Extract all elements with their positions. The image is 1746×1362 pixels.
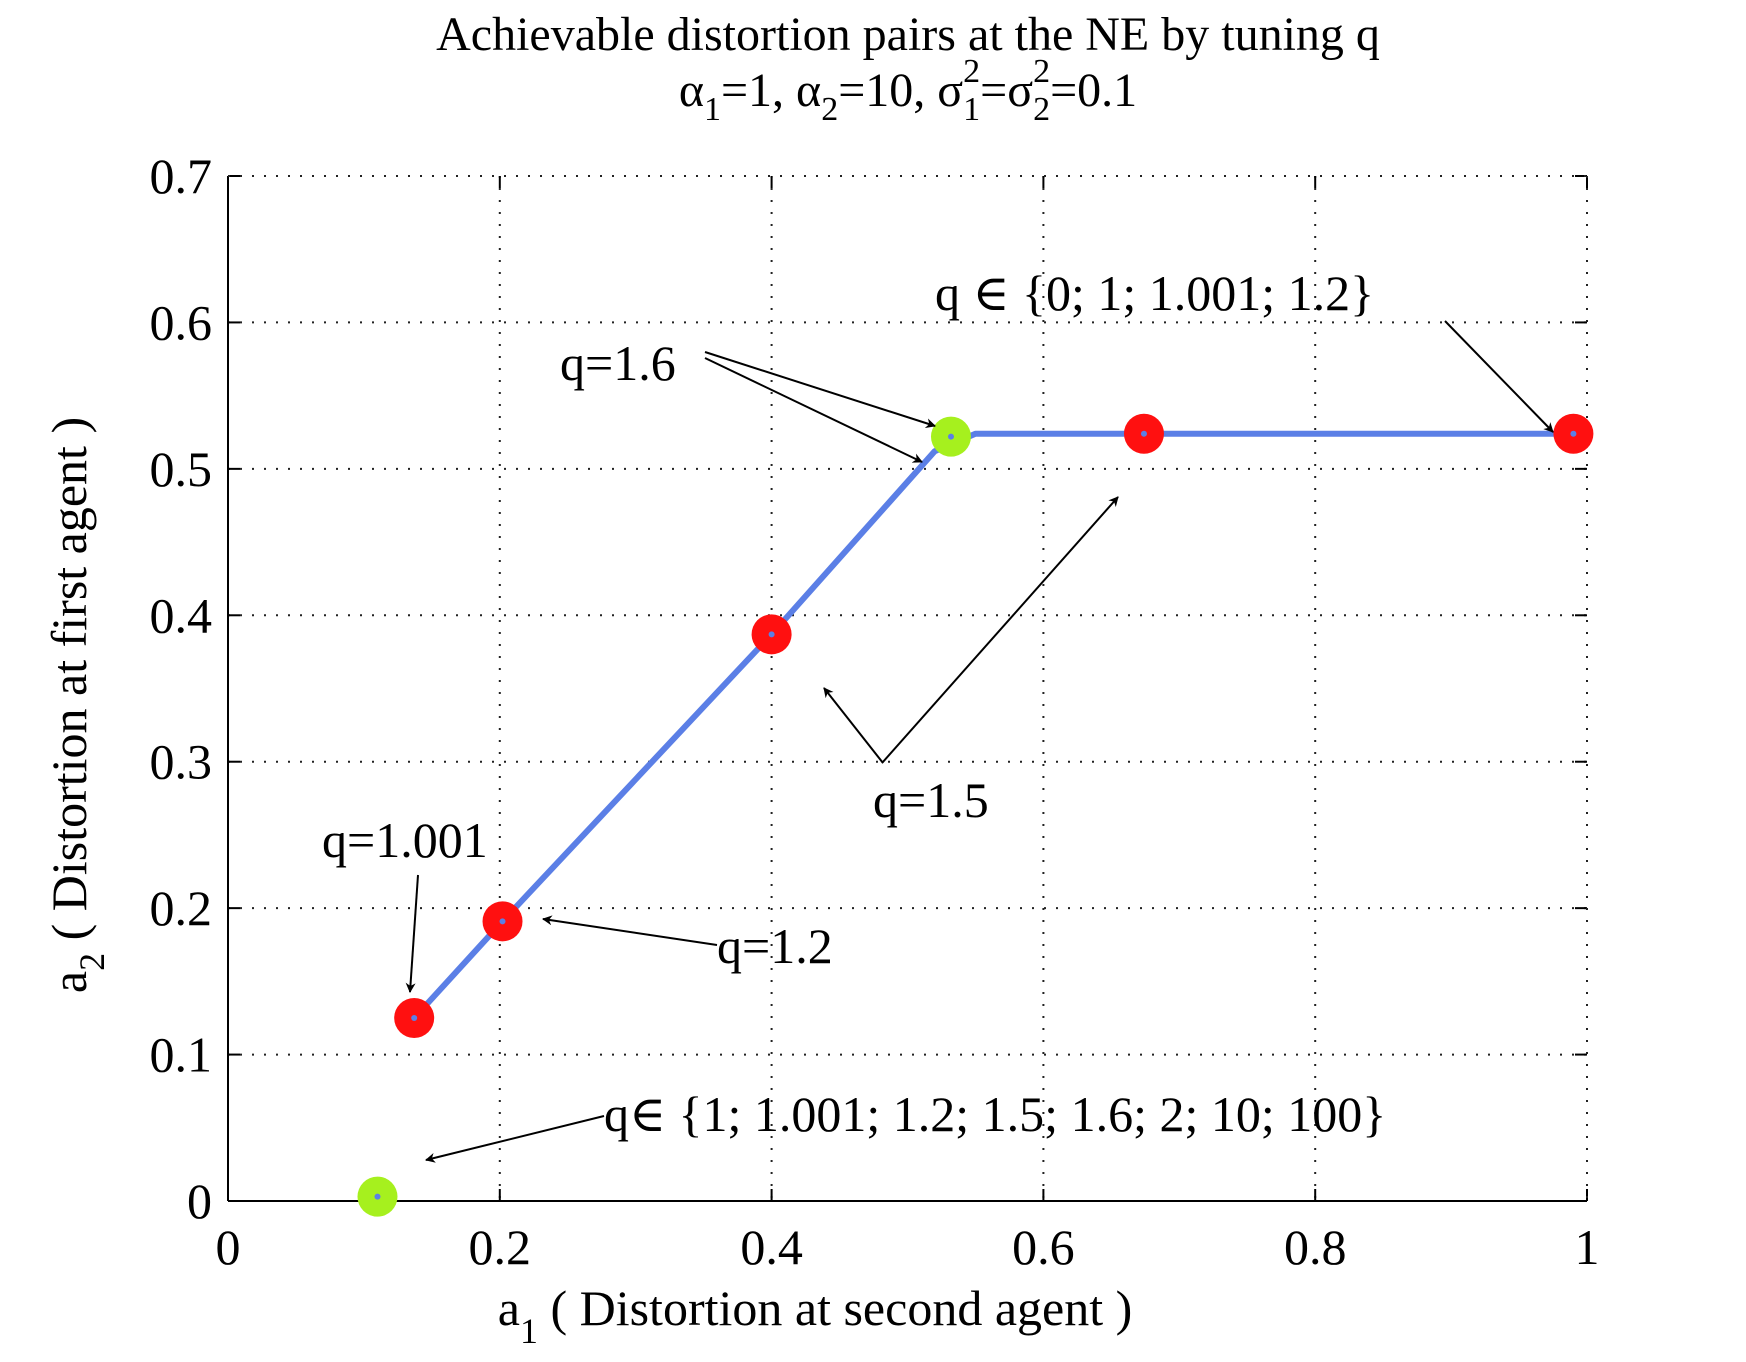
y-tick-label: 0.6 (150, 294, 213, 350)
grid (228, 176, 1587, 1201)
x-axis-text: ( Distortion at second agent ) (538, 1280, 1132, 1336)
green-point-center (947, 433, 954, 440)
sigma2-subscript: 2 (1033, 91, 1050, 128)
x-tick-label: 0 (216, 1219, 241, 1275)
y-tick-label: 0.2 (150, 880, 213, 936)
x-axis-var: a (498, 1280, 520, 1336)
arrow-q16-a (704, 351, 936, 429)
y-tick-label: 0.5 (150, 441, 213, 497)
annotation-q-set-bottom: q∈ {1; 1.001; 1.2; 1.5; 1.6; 2; 10; 100} (604, 1086, 1386, 1142)
sigma1-superscript: 2 (963, 53, 980, 90)
sigma-equals: = (980, 64, 1007, 117)
y-axis-text: ( Distortion at first agent ) (41, 417, 97, 953)
alpha1-symbol: α (679, 64, 704, 117)
y-axis-label: a2 ( Distortion at first agent ) (41, 417, 112, 993)
annotation-q15: q=1.5 (873, 772, 989, 828)
y-tick-label: 0.7 (150, 148, 213, 204)
red-point-center (499, 918, 506, 925)
arrow-q15-a (881, 496, 1119, 764)
arrow-q1001 (405, 874, 419, 993)
alpha2-symbol: α (796, 64, 821, 117)
arrow-q-set-top (1444, 320, 1554, 433)
arrow-q-set-bottom (425, 1115, 605, 1163)
annotation-arrows (405, 320, 1554, 1163)
x-axis-sub: 1 (520, 1311, 538, 1351)
arrow-q12 (542, 915, 718, 946)
axes (227, 175, 1588, 1202)
sigma-value: =0.1 (1050, 64, 1137, 117)
arrow-q16-b (704, 357, 923, 463)
x-tick-label: 0.6 (1012, 1219, 1075, 1275)
alpha1-subscript: 1 (704, 91, 721, 128)
red-point-center (1140, 430, 1147, 437)
data-markers (357, 413, 1594, 1217)
red-point-center (411, 1014, 418, 1021)
alpha2-subscript: 2 (821, 91, 838, 128)
x-tick-label: 0.4 (740, 1219, 803, 1275)
red-point-center (1570, 430, 1577, 437)
y-tick-label: 0 (187, 1173, 212, 1229)
y-tick-labels: 0 0.1 0.2 0.3 0.4 0.5 0.6 0.7 (150, 148, 213, 1229)
chart-subtitle: α1=1, α2=10, σ2 1=σ2 2=0.1 (679, 53, 1137, 128)
sigma1-symbol: σ (937, 64, 963, 117)
annotation-q16: q=1.6 (560, 335, 676, 391)
annotation-q1001: q=1.001 (322, 812, 488, 868)
annotation-q-set-top: q ∈ {0; 1; 1.001; 1.2} (935, 265, 1374, 321)
y-axis-sub: 2 (72, 953, 112, 971)
x-tick-label: 0.2 (469, 1219, 532, 1275)
x-tick-label: 0.8 (1284, 1219, 1347, 1275)
alpha1-value: =1, (721, 64, 796, 117)
green-point-center (374, 1193, 381, 1200)
y-axis-var: a (41, 971, 97, 993)
arrow-q15-b (823, 687, 884, 764)
x-axis-label: a1 ( Distortion at second agent ) (498, 1280, 1133, 1351)
alpha2-value: =10, (838, 64, 937, 117)
sigma2-symbol: σ (1007, 64, 1033, 117)
y-tick-label: 0.4 (150, 587, 213, 643)
annotation-q12: q=1.2 (717, 918, 833, 974)
sigma2-superscript: 2 (1033, 53, 1050, 90)
series-line-ne-curve (411, 430, 1574, 1020)
x-tick-label: 1 (1575, 1219, 1600, 1275)
chart-title: Achievable distortion pairs at the NE by… (436, 8, 1380, 61)
x-tick-labels: 0 0.2 0.4 0.6 0.8 1 (216, 1219, 1600, 1275)
red-point-center (768, 631, 775, 638)
y-tick-label: 0.1 (150, 1027, 213, 1083)
y-tick-label: 0.3 (150, 734, 213, 790)
sigma1-subscript: 1 (963, 91, 980, 128)
